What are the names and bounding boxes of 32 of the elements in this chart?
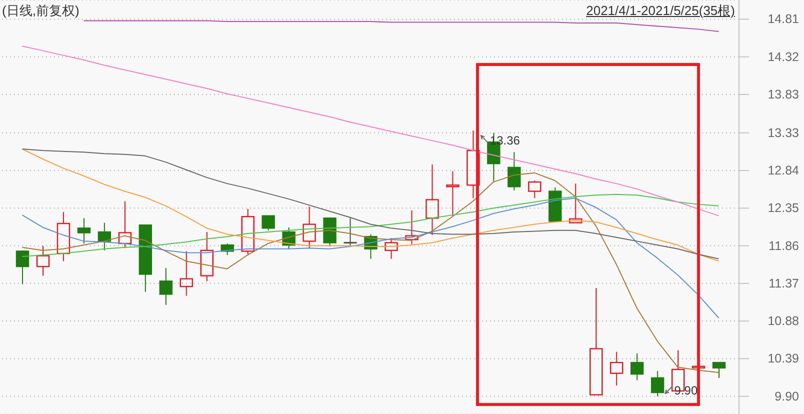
y-tick-label: 10.39: [768, 352, 800, 366]
line-series: [22, 46, 720, 216]
candlestick: [426, 164, 439, 236]
y-tick-label: 11.86: [768, 238, 800, 253]
annotation: 9.90: [674, 383, 698, 398]
y-tick-label: 11.37: [768, 276, 800, 290]
candlestick: [446, 170, 460, 216]
line-series: [83, 20, 720, 32]
y-tick-label: 10.88: [768, 314, 800, 328]
candlestick: [56, 211, 70, 262]
y-tick-label: 14.32: [768, 50, 800, 64]
candlestick: [180, 250, 193, 296]
candlestick: [36, 245, 50, 276]
candlestick: [610, 351, 624, 386]
candlestick: [712, 362, 726, 378]
line-series: [22, 198, 720, 318]
candlestick: [98, 222, 112, 251]
chart-title: (日线,前复权): [2, 2, 80, 20]
candlestick: [138, 224, 152, 292]
candlestick: [590, 288, 603, 396]
y-tick-label: 9.90: [774, 389, 800, 404]
candlestick: [569, 183, 582, 224]
candlestick: [159, 268, 172, 306]
y-tick-label: 13.33: [768, 126, 800, 140]
y-tick-label: 13.83: [768, 87, 800, 102]
chart-subtitle: 2021/4/1-2021/5/25(35根): [586, 2, 735, 20]
candlestick: [77, 218, 91, 244]
y-tick-label: 12.84: [768, 164, 800, 178]
y-tick-label: 14.81: [768, 12, 800, 26]
candlestick: [692, 366, 706, 369]
y-tick-label: 12.35: [768, 201, 800, 216]
candlestick: [508, 152, 521, 191]
